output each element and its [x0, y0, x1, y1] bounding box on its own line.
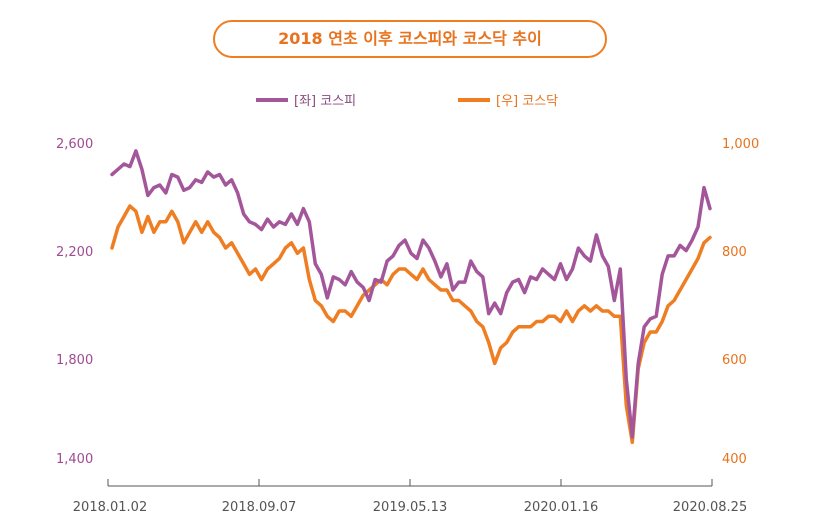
- title-box: [213, 20, 607, 58]
- right-axis-ticks: 1,000 800 600 400: [722, 137, 759, 467]
- y-tick-right: 400: [722, 452, 747, 467]
- series-line-kosdaq: [110, 204, 712, 445]
- y-tick-right: 600: [722, 353, 747, 368]
- x-tick-label: 2020.01.16: [524, 500, 598, 515]
- left-axis-ticks: 2,600 2,200 1,800 1,400: [56, 137, 93, 467]
- x-tick-label: 2018.01.02: [73, 500, 147, 515]
- legend: [좌] 코스피 [우] 코스닥: [256, 94, 558, 109]
- legend-label-kospi: [좌] 코스피: [294, 94, 356, 109]
- y-tick-left: 2,200: [56, 245, 93, 260]
- legend-label-kosdaq: [우] 코스닥: [496, 94, 558, 109]
- y-tick-left: 2,600: [56, 137, 93, 152]
- series-line-kospi: [110, 149, 712, 439]
- chart-title: 2018 연초 이후 코스피와 코스닥 추이: [278, 29, 542, 48]
- x-tick-label: 2018.09.07: [222, 500, 296, 515]
- y-tick-left: 1,400: [56, 452, 93, 467]
- series-layer: [110, 149, 712, 445]
- y-tick-right: 1,000: [722, 137, 759, 152]
- x-tick-label: 2020.08.25: [673, 500, 747, 515]
- y-tick-right: 800: [722, 245, 747, 260]
- x-tick-label: 2019.05.13: [373, 500, 447, 515]
- y-tick-left: 1,800: [56, 353, 93, 368]
- x-axis-ticks: 2018.01.02 2018.09.07 2019.05.13 2020.01…: [73, 479, 747, 515]
